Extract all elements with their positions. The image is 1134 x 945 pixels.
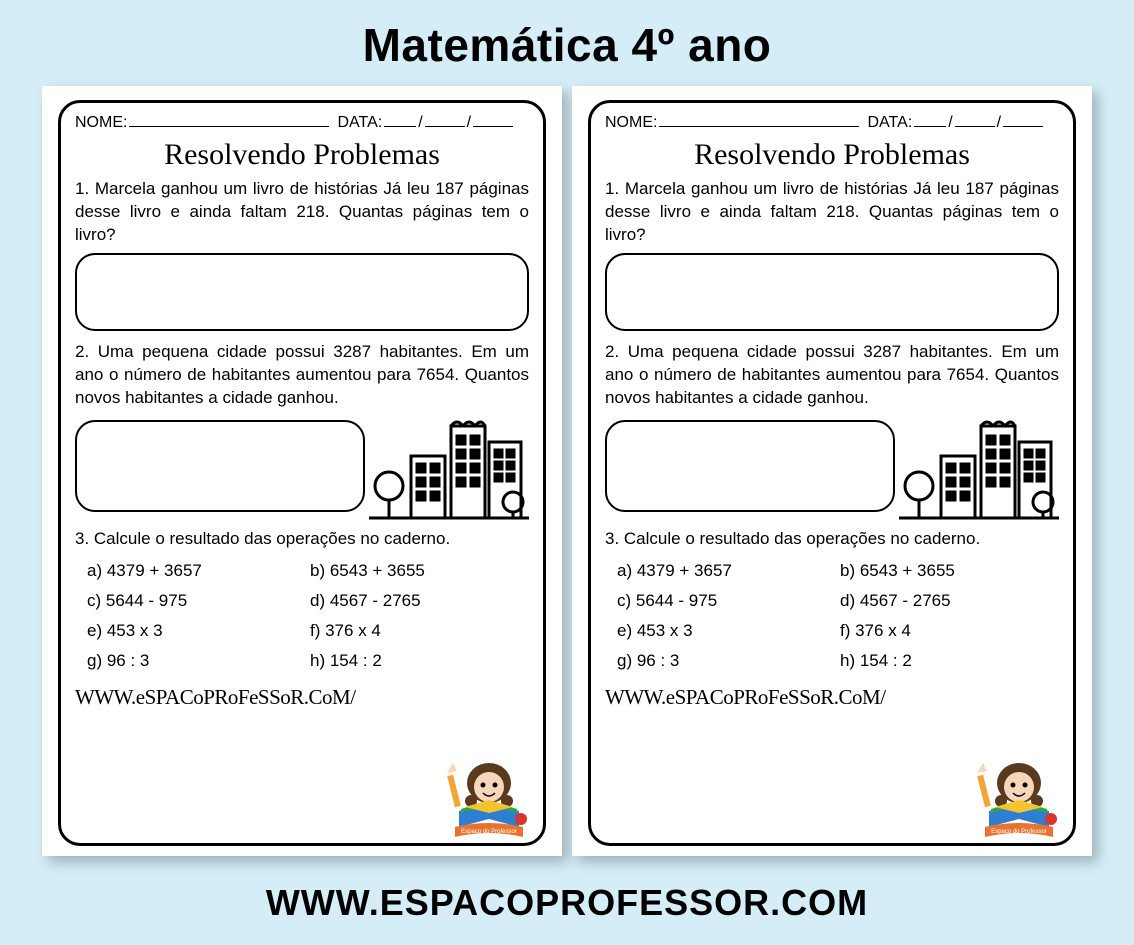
op-item: d) 4567 - 2765 bbox=[310, 591, 523, 611]
mascot-icon: Espaço do Professor bbox=[441, 753, 537, 839]
worksheet-subtitle: Resolvendo Problemas bbox=[75, 138, 529, 172]
date-sep: / bbox=[948, 114, 952, 132]
worksheet-sheet: NOME: DATA: / / Resolvendo Problemas 1. … bbox=[42, 86, 562, 856]
op-item: f) 376 x 4 bbox=[840, 621, 1053, 641]
date-blank-3 bbox=[1003, 113, 1043, 127]
operations-grid: a) 4379 + 3657 b) 6543 + 3655 c) 5644 - … bbox=[605, 557, 1059, 671]
op-item: g) 96 : 3 bbox=[617, 651, 830, 671]
date-blank-1 bbox=[384, 113, 416, 127]
date-sep: / bbox=[467, 114, 471, 132]
question-2: 2. Uma pequena cidade possui 3287 habita… bbox=[75, 341, 529, 410]
name-label: NOME: bbox=[75, 114, 127, 132]
bottom-url: WWW.ESPACOPROFESSOR.COM bbox=[0, 856, 1134, 924]
page-title: Matemática 4º ano bbox=[0, 0, 1134, 86]
worksheet-sheet: NOME: DATA: / / Resolvendo Problemas 1. … bbox=[572, 86, 1092, 856]
op-item: b) 6543 + 3655 bbox=[310, 561, 523, 581]
mascot-icon: Espaço do Professor bbox=[971, 753, 1067, 839]
op-item: a) 4379 + 3657 bbox=[87, 561, 300, 581]
footer-url: WWW.eSPACoPRoFeSSoR.CoM/ bbox=[75, 685, 529, 710]
op-item: e) 453 x 3 bbox=[87, 621, 300, 641]
answer-box-2 bbox=[605, 420, 895, 512]
answer-box-2 bbox=[75, 420, 365, 512]
date-blank-2 bbox=[425, 113, 465, 127]
op-item: f) 376 x 4 bbox=[310, 621, 523, 641]
question-3-intro: 3. Calcule o resultado das operações no … bbox=[75, 528, 529, 551]
answer-box-1 bbox=[605, 253, 1059, 331]
header-line: NOME: DATA: / / bbox=[75, 113, 529, 132]
mascot-banner-text: Espaço do Professor bbox=[461, 829, 517, 835]
name-blank bbox=[129, 113, 329, 127]
q2-row bbox=[75, 416, 529, 522]
op-item: a) 4379 + 3657 bbox=[617, 561, 830, 581]
op-item: e) 453 x 3 bbox=[617, 621, 830, 641]
op-item: b) 6543 + 3655 bbox=[840, 561, 1053, 581]
op-item: c) 5644 - 975 bbox=[617, 591, 830, 611]
date-sep: / bbox=[418, 114, 422, 132]
date-label: DATA: bbox=[337, 114, 382, 132]
date-sep: / bbox=[997, 114, 1001, 132]
cityscape-icon bbox=[369, 412, 529, 522]
header-line: NOME: DATA: / / bbox=[605, 113, 1059, 132]
worksheet-subtitle: Resolvendo Problemas bbox=[605, 138, 1059, 172]
question-1: 1. Marcela ganhou um livro de histórias … bbox=[605, 178, 1059, 247]
date-blank-3 bbox=[473, 113, 513, 127]
operations-grid: a) 4379 + 3657 b) 6543 + 3655 c) 5644 - … bbox=[75, 557, 529, 671]
question-1: 1. Marcela ganhou um livro de histórias … bbox=[75, 178, 529, 247]
question-3-intro: 3. Calcule o resultado das operações no … bbox=[605, 528, 1059, 551]
op-item: g) 96 : 3 bbox=[87, 651, 300, 671]
worksheet-card: NOME: DATA: / / Resolvendo Problemas 1. … bbox=[588, 100, 1076, 846]
date-label: DATA: bbox=[867, 114, 912, 132]
name-blank bbox=[659, 113, 859, 127]
question-2: 2. Uma pequena cidade possui 3287 habita… bbox=[605, 341, 1059, 410]
q2-row bbox=[605, 416, 1059, 522]
name-label: NOME: bbox=[605, 114, 657, 132]
op-item: h) 154 : 2 bbox=[840, 651, 1053, 671]
footer-url: WWW.eSPACoPRoFeSSoR.CoM/ bbox=[605, 685, 1059, 710]
worksheet-card: NOME: DATA: / / Resolvendo Problemas 1. … bbox=[58, 100, 546, 846]
worksheet-pair: NOME: DATA: / / Resolvendo Problemas 1. … bbox=[0, 86, 1134, 856]
op-item: h) 154 : 2 bbox=[310, 651, 523, 671]
mascot-banner-text: Espaço do Professor bbox=[991, 829, 1047, 835]
op-item: d) 4567 - 2765 bbox=[840, 591, 1053, 611]
date-blank-1 bbox=[914, 113, 946, 127]
date-blank-2 bbox=[955, 113, 995, 127]
cityscape-icon bbox=[899, 412, 1059, 522]
op-item: c) 5644 - 975 bbox=[87, 591, 300, 611]
answer-box-1 bbox=[75, 253, 529, 331]
